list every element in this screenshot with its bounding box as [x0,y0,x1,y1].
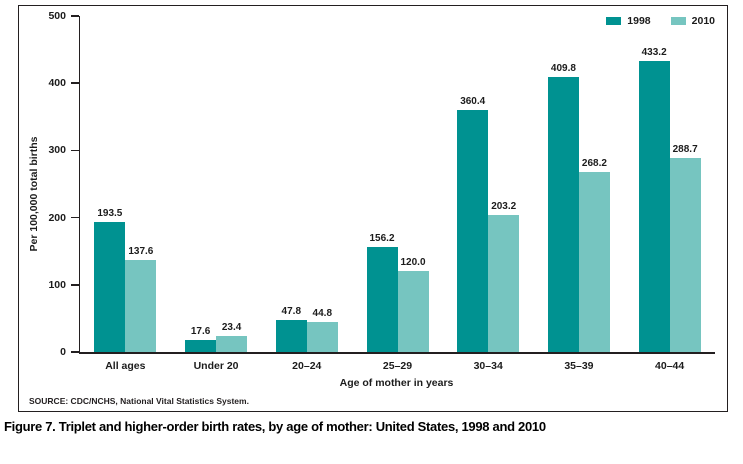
y-tick-label: 500 [48,10,66,22]
legend-swatch-2010 [670,17,686,25]
y-tick [71,216,79,219]
bar-value-1998-25–29: 156.2 [369,233,395,245]
bar-1998-40–44 [638,60,670,352]
x-tick-label: Under 20 [193,360,239,372]
bar-value-2010-25–29: 120.0 [400,257,426,269]
y-tick-label: 300 [48,144,66,157]
legend-swatch-1998 [606,17,622,25]
x-axis-title: Age of mother in years [339,377,454,389]
bar-1998-25–29 [366,247,398,352]
legend-label-2010: 2010 [691,15,715,27]
bar-value-1998-Under 20: 17.6 [190,326,211,338]
x-tick-label: 25–29 [382,360,413,372]
bar-2010-25–29 [397,271,429,352]
x-tick-label: 35–39 [564,360,594,372]
bar-value-2010-20–24: 44.8 [312,307,333,319]
y-tick [71,351,79,353]
bar-1998-All ages [94,221,126,352]
bar-value-1998-30–34: 360.4 [460,95,486,107]
bar-2010-20–24 [306,321,338,352]
figure-caption: Figure 7. Triplet and higher-order birth… [4,419,546,434]
legend-label-1998: 1998 [627,15,651,27]
y-tick [71,284,79,286]
legend: 1998 2010 [606,15,715,27]
y-tick-label: 400 [48,77,66,90]
x-tick-label: 20–24 [292,360,322,372]
y-tick [71,82,79,84]
x-tick-label: All ages [105,360,146,372]
bar-2010-Under 20 [216,336,248,352]
bar-1998-Under 20 [185,340,217,352]
bar-value-1998-All ages: 193.5 [97,207,123,219]
bar-1998-35–39 [547,76,579,352]
bar-2010-All ages [125,259,157,352]
bar-value-2010-35–39: 268.2 [581,157,607,169]
chart-frame: 1998 2010 Per 100,000 total births 0 100 20… [18,5,728,412]
bar-1998-30–34 [457,109,489,352]
y-tick [71,149,79,152]
bar-value-2010-30–34: 203.2 [491,201,517,213]
plot-area: Per 100,000 total births 0 100 200 300 400 50… [28,10,715,372]
y-tick [71,15,79,17]
bar-2010-30–34 [488,215,520,352]
legend-item-1998: 1998 [606,15,651,27]
legend-item-2010: 2010 [670,15,715,27]
x-tick-label: 40–44 [655,360,685,372]
bar-value-2010-All ages: 137.6 [128,245,154,257]
bar-1998-20–24 [275,319,307,352]
y-tick-label: 200 [48,211,66,224]
bar-2010-35–39 [578,171,610,352]
bar-value-1998-40–44: 433.2 [641,46,667,58]
source-note: SOURCE: CDC/NCHS, National Vital Statist… [29,396,249,406]
bar-value-1998-35–39: 409.8 [550,62,576,74]
bar-value-1998-20–24: 47.8 [281,305,302,317]
bar-value-2010-Under 20: 23.4 [221,322,242,334]
bar-value-2010-40–44: 288.7 [672,144,698,155]
bar-2010-40–44 [669,158,701,352]
x-tick-label: 30–34 [473,360,503,372]
y-tick-label: 0 [60,346,66,358]
y-tick-label: 100 [48,278,66,291]
